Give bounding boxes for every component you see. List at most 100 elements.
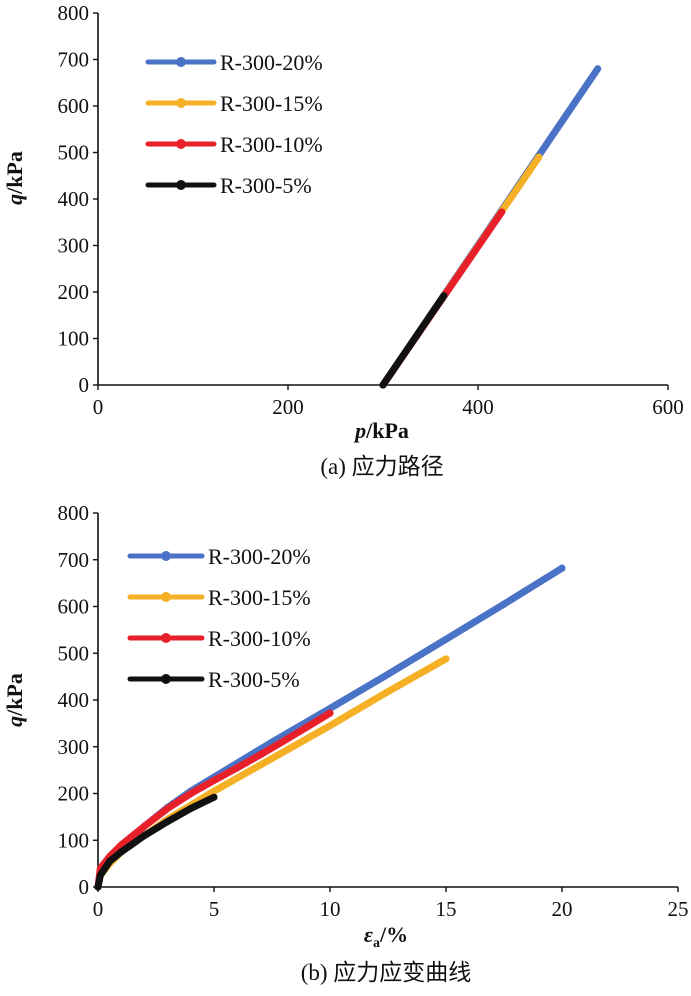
panel-b-series xyxy=(94,564,566,891)
y-tick-label: 0 xyxy=(79,875,90,899)
data-point xyxy=(535,153,543,161)
data-point xyxy=(210,776,218,784)
x-tick-label: 10 xyxy=(320,897,341,921)
panel-a-x-axis-title: p/kPa xyxy=(353,418,409,443)
series-line-r-300-5pct xyxy=(379,292,448,389)
y-tick-label: 0 xyxy=(79,373,90,397)
legend-swatch-marker xyxy=(176,57,186,67)
x-tick-label: 600 xyxy=(652,395,684,419)
data-point xyxy=(303,723,311,731)
data-point xyxy=(558,564,566,572)
data-point xyxy=(106,857,114,865)
data-point xyxy=(94,883,102,891)
data-point xyxy=(384,688,392,696)
x-tick-label: 400 xyxy=(462,395,494,419)
legend-label: R-300-5% xyxy=(208,667,300,692)
data-point xyxy=(96,871,104,879)
chart-panel-a: 0 200 400 600 0 100 200 300 400 500 600 700 800 R-30… xyxy=(2,1,684,479)
legend-label: R-300-10% xyxy=(220,132,323,157)
data-point xyxy=(164,818,172,826)
y-tick-label: 500 xyxy=(58,141,90,165)
chart-panel-b: 0 5 10 15 20 25 0 100 200 300 400 500 600 700 800 R-30… xyxy=(2,501,689,985)
y-tick-label: 700 xyxy=(58,48,90,72)
panel-a-axes: 0 200 400 600 0 100 200 300 400 500 600 700 800 xyxy=(58,1,684,419)
y-tick-label: 800 xyxy=(58,501,90,525)
y-tick-label: 600 xyxy=(58,595,90,619)
series-line-r-300-5pct xyxy=(94,793,218,891)
legend-item: R-300-15% xyxy=(145,91,323,116)
x-tick-label: 0 xyxy=(93,897,104,921)
data-point xyxy=(140,822,148,830)
legend-swatch-marker xyxy=(161,592,171,602)
data-point xyxy=(498,208,506,216)
y-tick-label: 800 xyxy=(58,1,90,25)
panel-a-series xyxy=(379,65,602,389)
data-point xyxy=(210,793,218,801)
data-point xyxy=(280,737,288,745)
data-point xyxy=(594,65,602,73)
y-tick-label: 300 xyxy=(58,234,90,258)
y-tick-label: 700 xyxy=(58,548,90,572)
data-point xyxy=(187,804,195,812)
data-point xyxy=(210,787,218,795)
y-tick-label: 200 xyxy=(58,782,90,806)
y-tick-label: 500 xyxy=(58,641,90,665)
panel-a-caption: (a) 应力路径 xyxy=(320,454,443,479)
data-point xyxy=(326,722,334,730)
legend-swatch-marker xyxy=(161,674,171,684)
data-point xyxy=(256,751,264,759)
legend-label: R-300-20% xyxy=(220,50,323,75)
x-tick-label: 0 xyxy=(93,395,104,419)
y-tick-label: 400 xyxy=(58,688,90,712)
legend-label: R-300-20% xyxy=(208,544,311,569)
data-point xyxy=(379,381,387,389)
legend-label: R-300-10% xyxy=(208,626,311,651)
data-point xyxy=(500,600,508,608)
data-point xyxy=(326,709,334,717)
panel-b-x-axis-title: εa/% xyxy=(364,922,408,951)
data-point xyxy=(140,832,148,840)
x-tick-label: 200 xyxy=(272,395,304,419)
y-tick-label: 600 xyxy=(58,94,90,118)
y-tick-label: 400 xyxy=(58,187,90,211)
legend-item: R-300-20% xyxy=(145,50,323,75)
x-tick-label: 5 xyxy=(209,897,220,921)
panel-a-y-axis-title: q/kPa xyxy=(2,151,27,205)
legend-item: R-300-15% xyxy=(127,585,311,610)
data-point xyxy=(442,635,450,643)
panel-b-caption: (b) 应力应变曲线 xyxy=(301,960,472,985)
panel-b-y-axis-title: q/kPa xyxy=(2,673,27,727)
legend-label: R-300-15% xyxy=(220,91,323,116)
legend-item: R-300-5% xyxy=(127,667,300,692)
data-point xyxy=(233,764,241,772)
data-point xyxy=(440,292,448,300)
panel-b-legend: R-300-20% R-300-15% R-300-10% R-300-5% xyxy=(127,544,311,692)
data-point xyxy=(268,754,276,762)
x-tick-label: 15 xyxy=(436,897,457,921)
legend-swatch-marker xyxy=(176,139,186,149)
y-tick-label: 300 xyxy=(58,735,90,759)
data-point xyxy=(187,790,195,797)
legend-swatch-marker xyxy=(176,180,186,190)
y-tick-label: 200 xyxy=(58,280,90,304)
y-tick-label: 100 xyxy=(58,327,90,351)
data-point xyxy=(164,804,172,812)
series-line-r-300-15pct xyxy=(94,655,450,891)
legend-label: R-300-5% xyxy=(220,173,312,198)
legend-label: R-300-15% xyxy=(208,585,311,610)
legend-swatch-marker xyxy=(161,633,171,643)
x-tick-label: 20 xyxy=(552,897,573,921)
legend-item: R-300-20% xyxy=(127,544,311,569)
legend-item: R-300-10% xyxy=(127,626,311,651)
legend-item: R-300-10% xyxy=(145,132,323,157)
panel-a-legend: R-300-20% R-300-15% R-300-10% R-300-5% xyxy=(145,50,323,198)
legend-swatch-marker xyxy=(176,98,186,108)
data-point xyxy=(117,848,125,856)
data-point xyxy=(442,655,450,663)
legend-item: R-300-5% xyxy=(145,173,312,198)
y-tick-label: 100 xyxy=(58,828,90,852)
legend-swatch-marker xyxy=(161,551,171,561)
data-point xyxy=(384,670,392,678)
x-tick-label: 25 xyxy=(668,897,689,921)
